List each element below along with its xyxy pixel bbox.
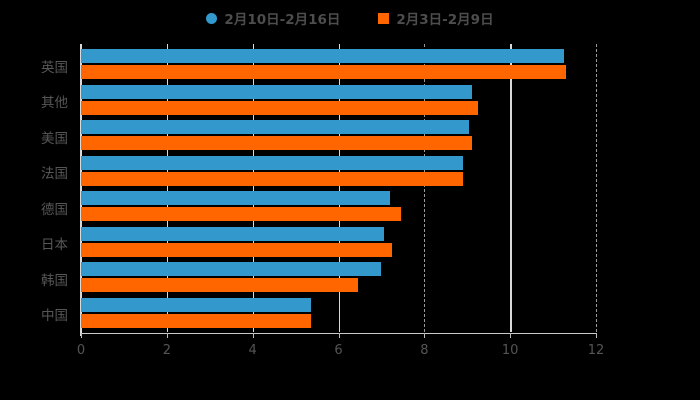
y-category-label: 法国 xyxy=(41,166,68,183)
bar-series-2[interactable] xyxy=(81,207,401,221)
bar-series-2[interactable] xyxy=(81,65,566,79)
legend-item-series-2[interactable]: 2月3日-2月9日 xyxy=(378,8,494,28)
gridline xyxy=(510,44,512,332)
bar-group: 中国 xyxy=(41,297,596,333)
bar-series-1[interactable] xyxy=(81,155,463,170)
gridline xyxy=(166,44,169,332)
y-category-label: 英国 xyxy=(41,59,68,76)
legend-label-series-1: 2月10日-2月16日 xyxy=(224,12,341,28)
x-tick-mark xyxy=(510,333,512,338)
bar-series-2[interactable] xyxy=(81,171,463,186)
bar-series-1[interactable] xyxy=(81,49,564,63)
x-tick-mark xyxy=(252,333,254,338)
bar-series-1[interactable] xyxy=(81,297,311,312)
bar-group: 德国 xyxy=(41,190,596,226)
y-category-label: 中国 xyxy=(41,308,68,325)
x-tick-label: 6 xyxy=(334,343,343,358)
bar-group: 其他 xyxy=(41,84,596,120)
gridline xyxy=(252,44,255,332)
bar-group: 韩国 xyxy=(41,261,596,297)
bar-group: 英国 xyxy=(41,48,596,84)
bar-series-1[interactable] xyxy=(81,120,470,134)
bar-series-2[interactable] xyxy=(81,242,393,257)
x-tick-label: 2 xyxy=(162,343,171,358)
y-category-label: 日本 xyxy=(41,237,68,254)
x-tick-mark xyxy=(81,333,82,338)
circle-marker-icon xyxy=(206,12,218,24)
y-category-label: 韩国 xyxy=(41,272,68,289)
bar-series-2[interactable] xyxy=(81,313,311,328)
square-marker-icon xyxy=(378,12,390,24)
bar-series-1[interactable] xyxy=(81,191,390,205)
x-tick-mark xyxy=(166,333,168,338)
x-tick-mark xyxy=(338,333,340,338)
y-category-label: 美国 xyxy=(41,130,68,147)
bar-group: 日本 xyxy=(41,226,596,262)
bar-series-2[interactable] xyxy=(81,100,478,115)
chart-legend: 2月10日-2月16日 2月3日-2月9日 xyxy=(0,8,700,28)
x-tick-label: 12 xyxy=(587,343,605,358)
x-tick-label: 10 xyxy=(501,343,519,358)
y-category-label: 其他 xyxy=(41,95,68,112)
bar-group: 法国 xyxy=(41,155,596,191)
bar-series-2[interactable] xyxy=(81,136,472,150)
x-tick-label: 0 xyxy=(76,343,86,358)
legend-item-series-1[interactable]: 2月10日-2月16日 xyxy=(206,8,340,28)
gridline xyxy=(424,44,426,332)
plot-area: 0 2 4 6 8 10 12 英国其他美国法国德国日本韩国中国 xyxy=(41,44,604,358)
x-tick-label: 4 xyxy=(248,343,257,358)
legend-label-series-2: 2月3日-2月9日 xyxy=(396,12,494,28)
x-tick-label: 8 xyxy=(420,343,429,358)
gridline xyxy=(596,44,597,332)
bar-series-1[interactable] xyxy=(81,262,382,276)
x-tick-mark xyxy=(596,333,597,338)
y-axis-line xyxy=(80,44,82,336)
x-tick-mark xyxy=(424,333,426,338)
bar-group: 美国 xyxy=(41,119,596,155)
y-category-label: 德国 xyxy=(41,201,68,218)
bar-series-1[interactable] xyxy=(81,84,472,99)
bar-series-2[interactable] xyxy=(81,278,358,292)
bar-series-1[interactable] xyxy=(81,226,384,241)
gridline xyxy=(338,44,340,332)
